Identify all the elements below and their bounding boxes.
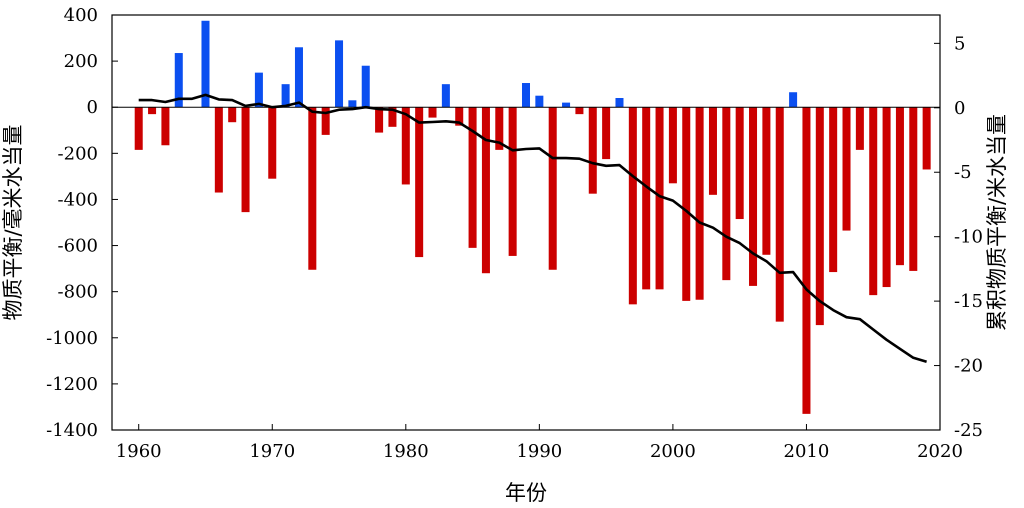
bar-1986 bbox=[481, 107, 490, 274]
bar-1961 bbox=[148, 107, 157, 115]
right-y-tick-label: -5 bbox=[954, 162, 972, 183]
bar-1995 bbox=[602, 107, 611, 160]
bar-2011 bbox=[815, 107, 824, 326]
bar-2010 bbox=[802, 107, 811, 414]
x-tick-label: 1990 bbox=[516, 441, 562, 462]
right-y-tick-label: 5 bbox=[954, 33, 965, 54]
axis-ticks: 1960 1970 1980 1990 2000 2010 20204002000-200-… bbox=[46, 5, 983, 462]
x-tick-label: 1980 bbox=[383, 441, 429, 462]
bar-1963 bbox=[174, 53, 183, 108]
x-tick-label: 1960 bbox=[116, 441, 162, 462]
bar-1980 bbox=[401, 107, 410, 185]
bar-1993 bbox=[575, 107, 584, 115]
right-y-tick-label: -10 bbox=[954, 227, 983, 248]
bar-2012 bbox=[829, 107, 838, 273]
left-y-tick-label: -600 bbox=[58, 236, 98, 257]
bar-1982 bbox=[428, 107, 437, 118]
right-y-tick-label: -20 bbox=[954, 356, 983, 377]
bar-1994 bbox=[588, 107, 597, 194]
x-tick-label: 2000 bbox=[650, 441, 696, 462]
bar-2006 bbox=[749, 107, 758, 286]
plot-frame bbox=[111, 14, 941, 431]
bar-1983 bbox=[441, 84, 450, 108]
annual-mass-balance-bars bbox=[134, 20, 931, 414]
left-y-tick-label: 200 bbox=[64, 51, 98, 72]
bar-1990 bbox=[535, 95, 544, 108]
right-y-tick-label: -25 bbox=[954, 420, 983, 441]
left-y-tick-label: 400 bbox=[64, 5, 98, 26]
bar-1981 bbox=[415, 107, 424, 258]
bar-1987 bbox=[495, 107, 504, 150]
bar-1976 bbox=[348, 100, 357, 108]
left-y-tick-label: -1400 bbox=[46, 420, 98, 441]
x-tick-label: 2020 bbox=[917, 441, 963, 462]
left-y-tick-label: 0 bbox=[87, 97, 98, 118]
bar-2005 bbox=[735, 107, 744, 220]
left-y-tick-label: -800 bbox=[58, 282, 98, 303]
bar-1973 bbox=[308, 107, 317, 270]
bar-1968 bbox=[241, 107, 250, 213]
bar-1985 bbox=[468, 107, 477, 248]
bar-1991 bbox=[548, 107, 557, 270]
left-y-tick-label: -200 bbox=[58, 143, 98, 164]
bar-2018 bbox=[909, 107, 918, 271]
bar-2017 bbox=[895, 107, 904, 266]
left-y-tick-label: -1200 bbox=[46, 374, 98, 395]
bar-1965 bbox=[201, 20, 210, 108]
bar-2008 bbox=[775, 107, 784, 322]
bar-1998 bbox=[642, 107, 651, 290]
left-y-tick-label: -1000 bbox=[46, 328, 98, 349]
bar-2009 bbox=[789, 92, 798, 108]
bar-1999 bbox=[655, 107, 664, 290]
left-y-tick-label: -400 bbox=[58, 189, 98, 210]
bar-2004 bbox=[722, 107, 731, 281]
bar-1969 bbox=[254, 72, 263, 108]
bar-1971 bbox=[281, 84, 290, 108]
right-y-axis-label: 累积物质平衡/米水当量 bbox=[985, 114, 1009, 331]
bar-2014 bbox=[855, 107, 864, 150]
bar-2007 bbox=[762, 107, 771, 255]
x-axis-label: 年份 bbox=[505, 481, 547, 505]
bar-2019 bbox=[922, 107, 931, 170]
bar-1974 bbox=[321, 107, 330, 135]
bar-1989 bbox=[521, 83, 531, 108]
bar-1997 bbox=[628, 107, 637, 305]
x-tick-label: 1970 bbox=[249, 441, 295, 462]
bar-1979 bbox=[388, 107, 397, 127]
bar-2002 bbox=[695, 107, 704, 300]
right-y-tick-label: -15 bbox=[954, 291, 983, 312]
bar-1977 bbox=[361, 65, 370, 108]
bar-1992 bbox=[562, 102, 571, 108]
bar-2016 bbox=[882, 107, 891, 288]
bar-1966 bbox=[214, 107, 223, 193]
bar-1970 bbox=[268, 107, 277, 179]
bar-1996 bbox=[615, 98, 624, 108]
bar-2000 bbox=[668, 107, 677, 184]
bar-2001 bbox=[682, 107, 691, 301]
bar-1960 bbox=[134, 107, 143, 150]
bar-1978 bbox=[375, 107, 384, 133]
bar-1967 bbox=[228, 107, 237, 123]
right-y-tick-label: 0 bbox=[954, 98, 965, 119]
left-y-axis-label: 物质平衡/毫米水当量 bbox=[1, 124, 25, 320]
cumulative-mass-balance-line bbox=[138, 93, 927, 363]
bar-2003 bbox=[708, 107, 717, 195]
bar-1962 bbox=[161, 107, 170, 146]
bar-2013 bbox=[842, 107, 851, 231]
bar-1988 bbox=[508, 107, 517, 256]
bar-1975 bbox=[335, 40, 344, 108]
bar-1972 bbox=[294, 47, 303, 108]
x-tick-label: 2010 bbox=[784, 441, 830, 462]
bar-1984 bbox=[455, 107, 464, 126]
bar-2015 bbox=[869, 107, 878, 296]
